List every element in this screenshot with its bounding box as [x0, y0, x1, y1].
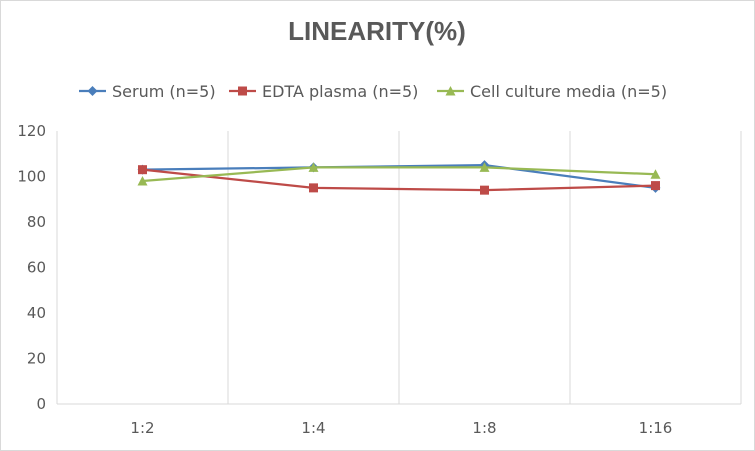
y-tick-label: 0	[36, 395, 46, 413]
y-tick-label: 100	[17, 168, 46, 186]
series-group	[137, 160, 661, 195]
legend-label: Serum (n=5)	[112, 82, 216, 101]
legend-entry: EDTA plasma (n=5)	[229, 82, 418, 101]
data-point	[479, 162, 490, 172]
legend-entry: Serum (n=5)	[79, 82, 216, 101]
data-point	[308, 162, 319, 172]
x-axis: 1:2 1:4 1:8 1:16	[130, 419, 672, 437]
legend-entry: Cell culture media (n=5)	[437, 82, 667, 101]
y-axis: 0 20 40 60 80 100 120	[17, 122, 46, 413]
y-tick-label: 120	[17, 122, 46, 140]
x-tick-label: 1:16	[639, 419, 673, 437]
y-tick-label: 40	[27, 304, 46, 322]
legend-swatch-marker	[87, 86, 98, 96]
data-point	[651, 181, 660, 191]
series-line	[142, 164, 656, 189]
data-point	[309, 183, 318, 193]
grid	[56, 131, 742, 405]
x-tick-label: 1:4	[301, 419, 325, 437]
x-tick-label: 1:8	[472, 419, 496, 437]
series-2	[137, 162, 661, 186]
legend-label: Cell culture media (n=5)	[470, 82, 667, 101]
series-line	[142, 168, 656, 192]
legend: Serum (n=5) EDTA plasma (n=5) Cell culture…	[79, 82, 667, 101]
x-tick-label: 1:2	[130, 419, 154, 437]
legend-swatch-marker	[445, 86, 456, 96]
y-tick-label: 80	[27, 213, 46, 231]
data-point	[480, 185, 489, 195]
y-tick-label: 20	[27, 350, 46, 368]
y-tick-label: 60	[27, 259, 46, 277]
legend-swatch-marker	[238, 86, 247, 96]
data-point	[138, 165, 147, 175]
data-point	[137, 176, 148, 186]
series-1	[138, 165, 660, 195]
legend-label: EDTA plasma (n=5)	[262, 82, 418, 101]
data-point	[650, 169, 661, 179]
chart-title: LINEARITY(%)	[288, 16, 466, 46]
series-line	[142, 166, 656, 183]
